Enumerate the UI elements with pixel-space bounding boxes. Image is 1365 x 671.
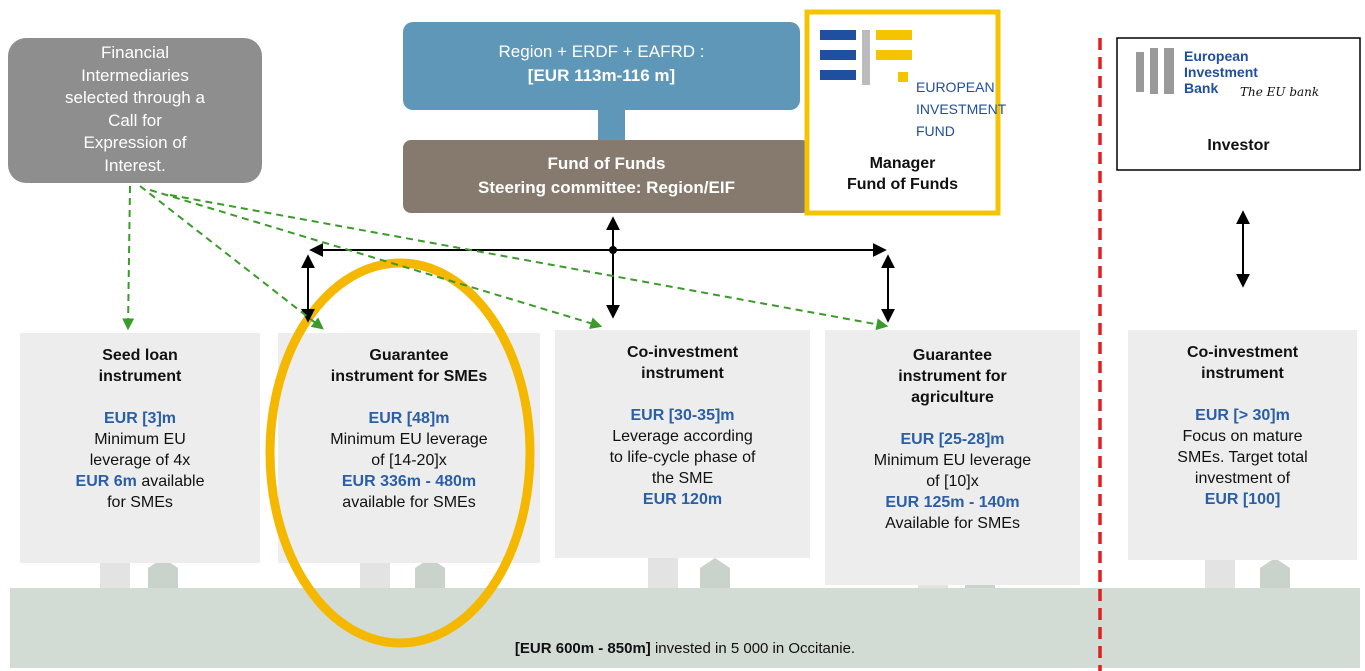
text: EUR 125m - 140m [885,494,1020,511]
text: Leverage according [612,428,753,445]
box [555,330,810,558]
intermediaries: Financial Intermediaries selected through … [8,42,262,177]
text: Guarantee [912,347,993,364]
text: agriculture [911,389,994,406]
text: Intermediaries [81,65,189,85]
text: EUR [48]m [368,410,450,427]
text: EUROPEAN [916,79,995,95]
eib-role: Investor [1207,137,1270,154]
text: for SMEs [107,494,173,511]
box [403,140,810,213]
text: instrument [1201,365,1284,382]
eib-logo-text: European Investment Bank [1184,48,1258,96]
text: European [1184,48,1249,64]
text: Co-investment [626,344,739,361]
text: EUR [30-35]m [630,407,735,424]
text: Call for [108,110,162,130]
text: Manager [869,155,936,172]
text: instrument [641,365,724,382]
text: investment of [1194,470,1291,487]
text: available [141,473,205,490]
text: [EUR 113m-116 m] [527,66,676,85]
text: Interest. [104,155,166,175]
text: Bank [1184,80,1219,96]
highlight [265,258,535,648]
box [804,9,1001,216]
box [1128,330,1357,560]
bottom-text: [EUR 600m - 850m] invested in 5 000 in O… [10,638,1360,659]
text: INVESTMENT [916,101,1007,117]
text: Fund of Funds [846,176,959,193]
text: instrument [98,368,182,385]
instrument: Guarantee instrument for SMEs EUR [48]m Mi… [278,345,540,513]
eif-logo-text: EUROPEAN INVESTMENT FUND [916,76,1006,142]
eib-logo [1136,48,1174,94]
box [278,333,540,563]
text: EUR [> 30]m [1195,407,1290,424]
arrows [301,210,1250,323]
text: Region + ERDF + EAFRD : [498,42,705,61]
eif-logo [820,30,912,85]
text: Fund of Funds [547,154,666,173]
text: leverage of 4x [89,452,191,469]
text: Financial [100,43,170,62]
text: Minimum EU leverage [330,431,488,448]
text: EUR 120m [642,491,723,508]
text: Investment [1184,64,1258,80]
connector [598,108,625,140]
bottom-bar [10,588,1360,668]
text: EUR [3]m [103,410,176,427]
box [825,330,1080,585]
instrument: Co-investment instrument EUR [30-35]m Leve… [555,342,810,510]
text: Focus on mature [1182,428,1303,445]
text: [EUR 600m - 850m] [514,640,651,657]
text: EUR 6m [75,473,137,490]
text: Co-investment [1186,344,1299,361]
junction [609,246,617,254]
text: EUR [25-28]m [900,431,1005,448]
text: Guarantee [369,347,449,364]
text: Minimum EU leverage [873,452,1032,469]
text: Steering committee: Region/EIF [478,178,735,197]
text: instrument for [898,368,1007,385]
text: Available for SMEs [885,515,1020,532]
source: Region + ERDF + EAFRD : [EUR 113m-116 m] [403,40,800,88]
text: selected through a [65,88,205,107]
box [8,38,262,183]
text: FUND [916,123,955,139]
text: EUR [100] [1204,491,1281,508]
fund-of-funds: Fund of Funds Steering committee: Region/… [403,152,810,200]
box [403,22,800,110]
instrument: Seed loan instrument EUR [3]m Minimum EU le… [20,345,260,513]
text: the SME [651,470,714,487]
eif-role: Manager Fund of Funds [807,153,998,195]
instrument: Co-investment instrument EUR [> 30]m Focus… [1128,342,1357,510]
box [20,333,260,563]
text: of [10]x [926,473,979,490]
text: SMEs. Target total [1177,449,1308,466]
text: instrument for SMEs [330,368,488,385]
instrument: Guarantee instrument for agriculture EUR [… [825,345,1080,534]
green-arrows [122,185,889,331]
eib-tagline: The EU bank [1240,85,1320,99]
text: Minimum EU [94,431,186,448]
text: to life-cycle phase of [609,449,756,466]
text: Expression of [83,133,187,152]
text: of [14-20]x [371,452,447,469]
text: available for SMEs [342,494,476,511]
text: Seed loan [102,347,178,364]
text: EUR 336m - 480m [341,473,477,490]
text: invested in 5 000 in Occitanie. [654,640,856,657]
